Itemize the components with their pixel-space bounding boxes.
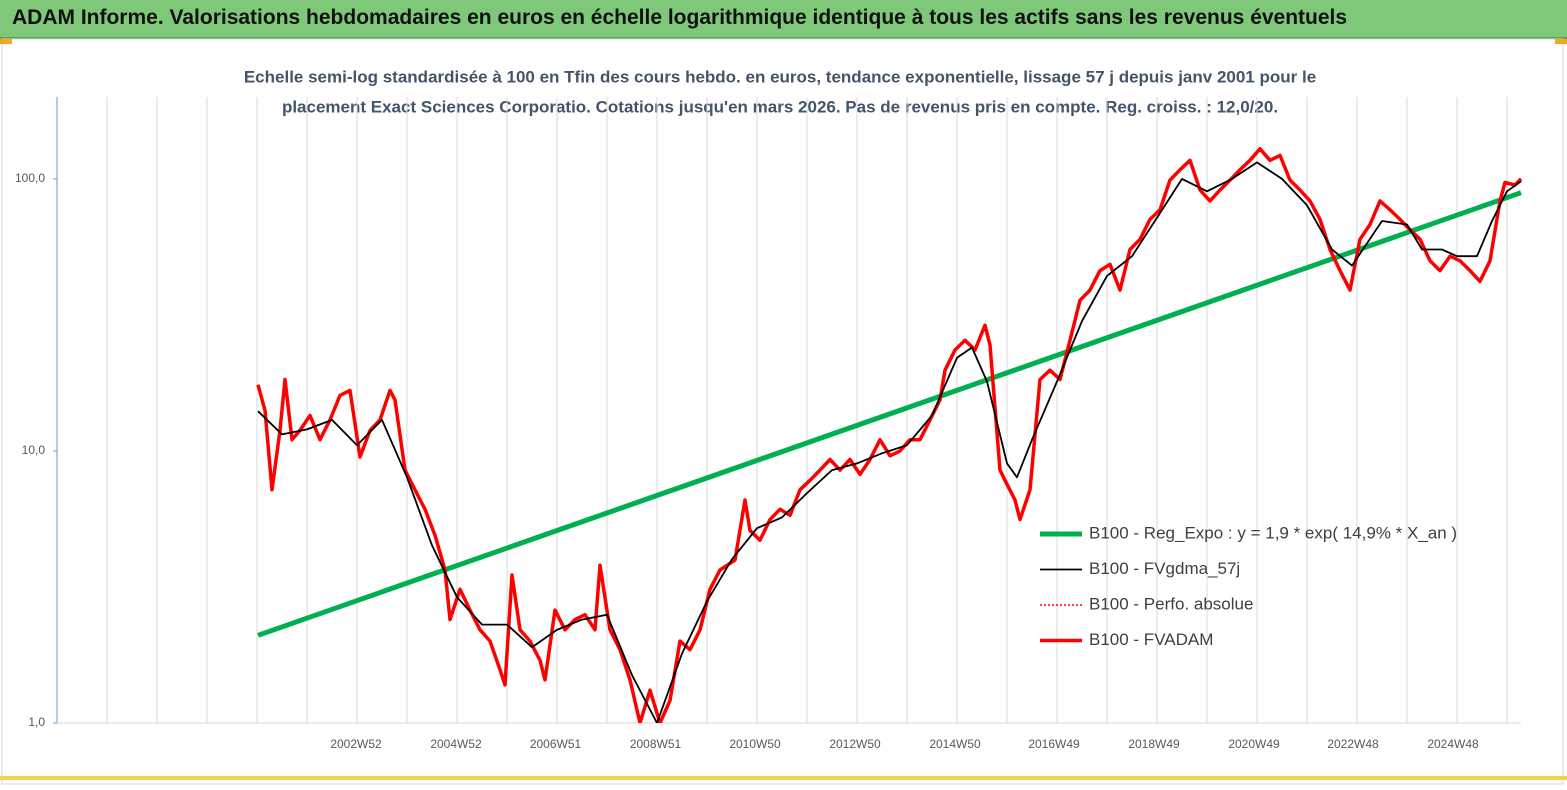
y-tick-label: 1,0 bbox=[28, 715, 45, 729]
x-tick-label: 2002W52 bbox=[330, 737, 382, 751]
subtitle: Echelle semi-log standardisée à 100 en T… bbox=[244, 67, 1316, 86]
series-line bbox=[257, 161, 1522, 723]
banner: ADAM Informe. Valorisations hebdomadaire… bbox=[0, 0, 1567, 39]
y-tick-label: 100,0 bbox=[15, 171, 45, 185]
legend-label: B100 - FVgdma_57j bbox=[1089, 559, 1240, 578]
x-tick-label: 2012W50 bbox=[829, 737, 881, 751]
x-tick-label: 2022W48 bbox=[1327, 737, 1379, 751]
bottom-rule bbox=[0, 776, 1567, 780]
x-tick-label: 2008W51 bbox=[630, 737, 682, 751]
legend-label: B100 - Reg_Expo : y = 1,9 * exp( 14,9% *… bbox=[1089, 523, 1457, 542]
corner bbox=[0, 39, 12, 44]
series-line bbox=[257, 148, 1522, 723]
x-tick-label: 2024W48 bbox=[1427, 737, 1479, 751]
legend-label: B100 - Perfo. absolue bbox=[1089, 594, 1253, 613]
y-tick-label: 10,0 bbox=[22, 443, 46, 457]
chart-border bbox=[1, 38, 1564, 785]
series-line bbox=[256, 147, 1523, 723]
x-tick-label: 2014W50 bbox=[929, 737, 981, 751]
subtitle: placement Exact Sciences Corporatio. Cot… bbox=[282, 97, 1278, 116]
x-tick-label: 2016W49 bbox=[1028, 737, 1080, 751]
x-tick-label: 2010W50 bbox=[729, 737, 781, 751]
page-title: ADAM Informe. Valorisations hebdomadaire… bbox=[12, 6, 1348, 29]
x-tick-label: 2018W49 bbox=[1128, 737, 1180, 751]
legend-label: B100 - FVADAM bbox=[1089, 630, 1213, 649]
x-tick-label: 2004W52 bbox=[430, 737, 482, 751]
series-line bbox=[257, 190, 1522, 638]
x-tick-label: 2020W49 bbox=[1228, 737, 1280, 751]
x-tick-label: 2006W51 bbox=[530, 737, 582, 751]
corner bbox=[1555, 39, 1567, 44]
